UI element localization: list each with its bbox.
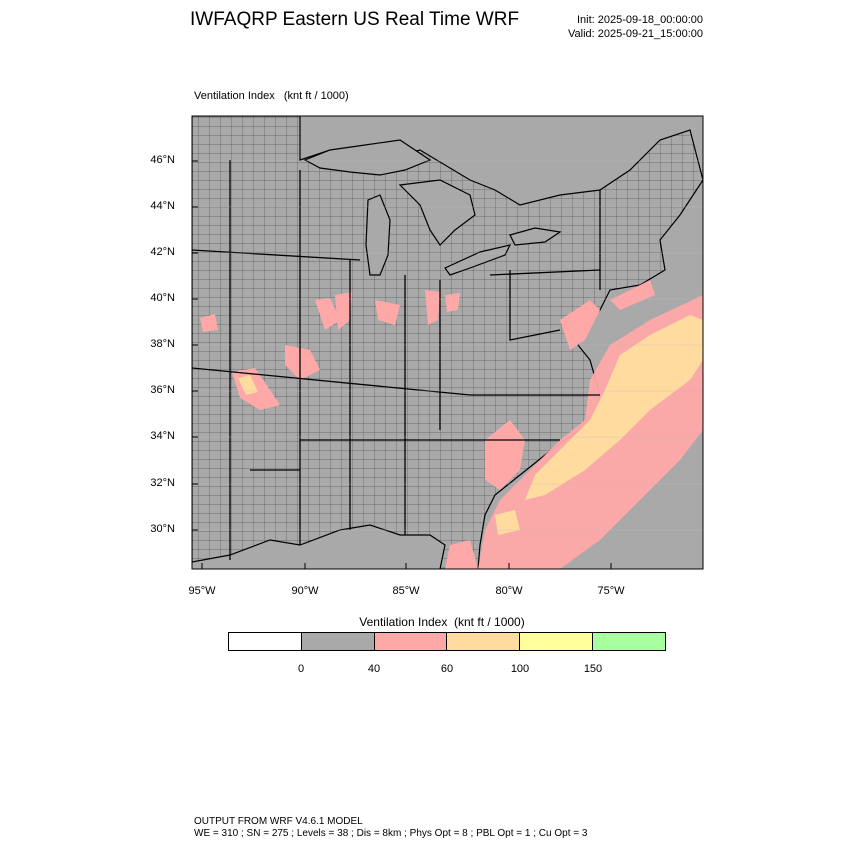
lat-label: 44°N xyxy=(150,200,175,212)
lat-label: 34°N xyxy=(150,430,175,442)
lake-erie xyxy=(444,244,512,276)
lon-label: 90°W xyxy=(291,585,319,597)
legend-tick: 100 xyxy=(510,663,530,675)
lake-superior xyxy=(303,139,432,176)
ventilation-shading xyxy=(200,280,703,569)
lat-label: 30°N xyxy=(150,523,175,535)
field-label: Ventilation Index (knt ft / 1000) xyxy=(194,90,349,102)
legend-tick: 40 xyxy=(367,663,381,675)
lat-label: 38°N xyxy=(150,338,175,350)
model-footer: OUTPUT FROM WRF V4.6.1 MODEL WE = 310 ; … xyxy=(194,816,587,840)
footer-line: WE = 310 ; SN = 275 ; Levels = 38 ; Dis … xyxy=(194,828,588,839)
lon-label: 85°W xyxy=(392,585,420,597)
init-time: Init: 2025-09-18_00:00:00 xyxy=(577,14,703,26)
lake-michigan xyxy=(365,194,391,276)
lat-label: 32°N xyxy=(150,477,175,489)
legend-swatch xyxy=(447,633,521,650)
legend-swatch xyxy=(229,633,302,650)
lon-label: 80°W xyxy=(495,585,523,597)
chart-title: IWFAQRP Eastern US Real Time WRF xyxy=(190,9,520,30)
state-boundaries xyxy=(192,160,601,560)
plot-frame xyxy=(191,115,704,570)
legend-swatch xyxy=(593,633,665,650)
legend-tick: 0 xyxy=(297,663,305,675)
map-area xyxy=(192,116,703,569)
legend-swatch xyxy=(520,633,594,650)
footer-line: OUTPUT FROM WRF V4.6.1 MODEL xyxy=(194,816,363,827)
lat-label: 40°N xyxy=(150,292,175,304)
legend-swatch xyxy=(374,633,448,650)
lake-ontario xyxy=(509,227,562,246)
graticule xyxy=(192,160,703,531)
lat-label: 42°N xyxy=(150,246,175,258)
lake-huron xyxy=(398,179,476,246)
run-times: Init: 2025-09-18_00:00:00 Valid: 2025-09… xyxy=(568,13,703,41)
axis-ticks xyxy=(192,160,612,569)
lon-label: 95°W xyxy=(188,585,216,597)
legend-tick: 150 xyxy=(583,663,603,675)
color-legend xyxy=(228,632,666,651)
lat-label: 36°N xyxy=(150,384,175,396)
valid-time: Valid: 2025-09-21_15:00:00 xyxy=(568,28,703,40)
legend-swatch xyxy=(301,633,375,650)
lon-label: 75°W xyxy=(597,585,625,597)
legend-tick: 60 xyxy=(440,663,454,675)
legend-title: Ventilation Index (knt ft / 1000) xyxy=(359,615,525,629)
lat-label: 46°N xyxy=(150,154,175,166)
